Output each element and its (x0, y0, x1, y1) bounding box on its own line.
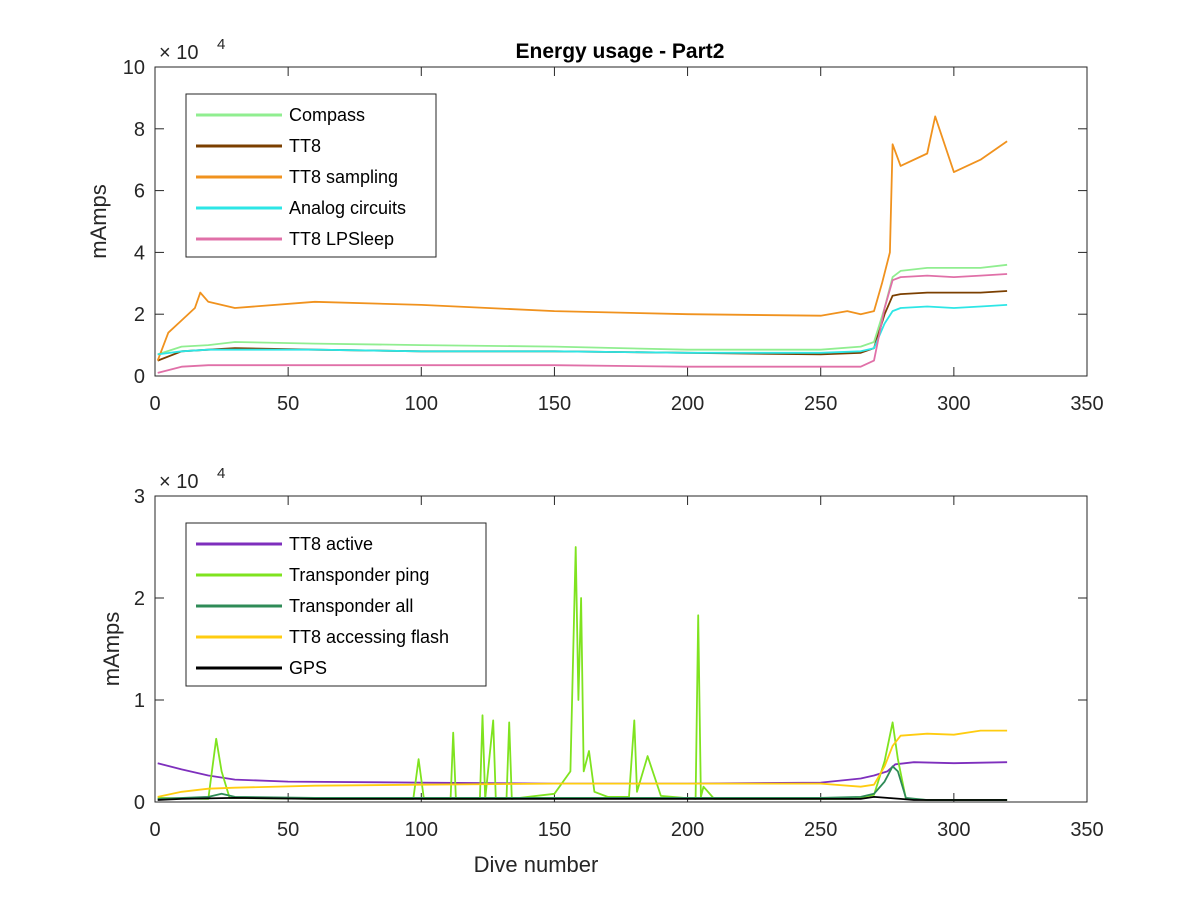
x-tick-label: 0 (149, 819, 160, 841)
y-tick-label: 4 (134, 242, 145, 264)
series-line-tt8 (157, 290, 1008, 362)
y-exponent-label: × 10 (159, 471, 198, 493)
legend-label: TT8 sampling (289, 167, 398, 187)
y-exponent-power: 4 (217, 465, 225, 482)
legend-label: Analog circuits (289, 198, 406, 218)
y-tick-label: 8 (134, 119, 145, 141)
x-tick-label: 250 (804, 819, 837, 841)
y-tick-label: 1 (134, 690, 145, 712)
x-tick-label: 50 (277, 393, 299, 415)
legend-label: TT8 LPSleep (289, 229, 394, 249)
series-line-compass (157, 263, 1008, 356)
bottom-panel: 0 50 100 150 200 250 300 350 0 1 2 3 × 10 4 mAmps Dive … (99, 465, 1104, 877)
x-axis-label: Dive number (474, 852, 599, 877)
legend: TT8 active Transponder ping Transponder al… (185, 522, 487, 687)
x-tick-label: 150 (538, 819, 571, 841)
series-group (157, 546, 1008, 801)
x-tick-label: 300 (937, 819, 970, 841)
legend-label: Transponder all (289, 596, 413, 616)
x-tick-label: 150 (538, 393, 571, 415)
y-axis-label: mAmps (86, 184, 111, 259)
legend-label: TT8 accessing flash (289, 627, 449, 647)
figure-title: Energy usage - Part2 (516, 40, 725, 63)
legend-label: TT8 active (289, 534, 373, 554)
series-line-tt8-sampling (156, 115, 1008, 361)
y-tick-label: 6 (134, 181, 145, 203)
y-tick-label: 10 (123, 57, 145, 79)
legend-label: Transponder ping (289, 565, 429, 585)
x-tick-label: 250 (804, 393, 837, 415)
legend: Compass TT8 TT8 sampling Analog circuits TT8… (185, 93, 437, 258)
y-axis-label: mAmps (99, 612, 124, 687)
y-tick-label: 0 (134, 792, 145, 814)
legend-label: Compass (289, 105, 365, 125)
x-tick-label: 100 (405, 819, 438, 841)
y-tick-label: 2 (134, 588, 145, 610)
top-panel: 0 50 100 150 200 250 300 350 0 2 4 6 8 10 × 10 4 mAmps Co… (86, 36, 1104, 415)
y-exponent-power: 4 (217, 36, 225, 53)
series-line-transponder-all (157, 765, 1008, 801)
series-line-tt8-accessing-flash (157, 729, 1008, 798)
x-tick-label: 350 (1070, 819, 1103, 841)
x-tick-label: 300 (937, 393, 970, 415)
x-tick-label: 50 (277, 819, 299, 841)
series-line-tt8-lpsleep (157, 273, 1008, 374)
y-tick-label: 2 (134, 304, 145, 326)
y-tick-label: 3 (134, 486, 145, 508)
x-tick-label: 200 (671, 819, 704, 841)
series-group (156, 115, 1008, 374)
series-line-analog-circuits (157, 304, 1008, 356)
y-exponent-label: × 10 (159, 42, 198, 64)
legend-label: TT8 (289, 136, 321, 156)
legend-label: GPS (289, 658, 327, 678)
x-tick-label: 350 (1070, 393, 1103, 415)
x-tick-label: 0 (149, 393, 160, 415)
x-tick-label: 100 (405, 393, 438, 415)
series-line-gps (157, 796, 1008, 801)
y-tick-label: 0 (134, 366, 145, 388)
x-tick-label: 200 (671, 393, 704, 415)
